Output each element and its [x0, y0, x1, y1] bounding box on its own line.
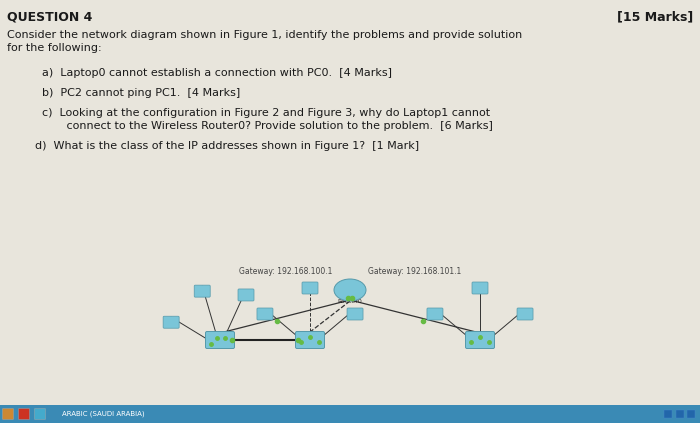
Text: c)  Looking at the configuration in Figure 2 and Figure 3, why do Laptop1 cannot: c) Looking at the configuration in Figur…	[42, 108, 490, 118]
Text: QUESTION 4: QUESTION 4	[7, 10, 92, 23]
FancyBboxPatch shape	[472, 282, 488, 294]
Text: b)  PC2 cannot ping PC1.  [4 Marks]: b) PC2 cannot ping PC1. [4 Marks]	[42, 88, 240, 98]
FancyBboxPatch shape	[664, 410, 672, 418]
Ellipse shape	[334, 279, 366, 301]
FancyBboxPatch shape	[34, 409, 46, 420]
FancyBboxPatch shape	[302, 282, 318, 294]
Text: Router0: Router0	[337, 299, 363, 304]
Text: for the following:: for the following:	[7, 43, 101, 53]
Text: Gateway: 192.168.101.1: Gateway: 192.168.101.1	[368, 267, 461, 276]
FancyBboxPatch shape	[676, 410, 684, 418]
FancyBboxPatch shape	[466, 332, 494, 349]
Text: Gateway: 192.168.100.1: Gateway: 192.168.100.1	[239, 267, 332, 276]
FancyBboxPatch shape	[427, 308, 443, 320]
FancyBboxPatch shape	[163, 316, 179, 328]
FancyBboxPatch shape	[687, 410, 695, 418]
Text: a)  Laptop0 cannot establish a connection with PC0.  [4 Marks]: a) Laptop0 cannot establish a connection…	[42, 68, 392, 78]
FancyBboxPatch shape	[18, 409, 29, 420]
FancyBboxPatch shape	[3, 409, 13, 420]
Text: [15 Marks]: [15 Marks]	[617, 10, 693, 23]
FancyBboxPatch shape	[206, 332, 234, 349]
FancyBboxPatch shape	[517, 308, 533, 320]
FancyBboxPatch shape	[257, 308, 273, 320]
Text: Consider the network diagram shown in Figure 1, identify the problems and provid: Consider the network diagram shown in Fi…	[7, 30, 522, 40]
Text: connect to the Wireless Router0? Provide solution to the problem.  [6 Marks]: connect to the Wireless Router0? Provide…	[42, 121, 493, 131]
FancyBboxPatch shape	[194, 285, 210, 297]
FancyBboxPatch shape	[347, 308, 363, 320]
FancyBboxPatch shape	[0, 405, 700, 423]
Text: 1941: 1941	[342, 293, 358, 298]
Text: ARABIC (SAUDI ARABIA): ARABIC (SAUDI ARABIA)	[62, 411, 145, 417]
Text: d)  What is the class of the IP addresses shown in Figure 1?  [1 Mark]: d) What is the class of the IP addresses…	[35, 141, 419, 151]
FancyBboxPatch shape	[295, 332, 325, 349]
FancyBboxPatch shape	[238, 289, 254, 301]
